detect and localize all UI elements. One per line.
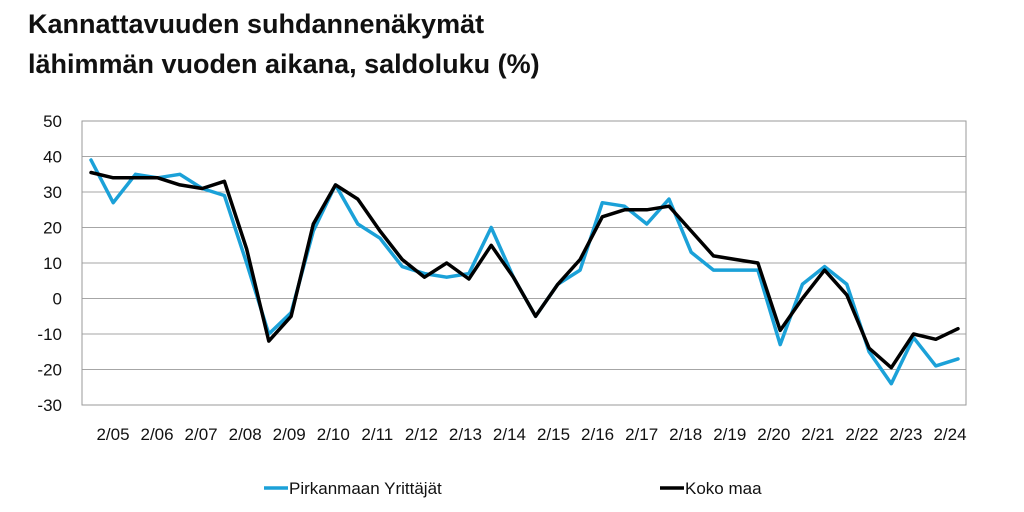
x-tick-label: 2/09: [273, 425, 306, 444]
x-tick-label: 2/18: [669, 425, 702, 444]
x-tick-label: 2/24: [933, 425, 966, 444]
y-tick-label: 40: [43, 148, 62, 167]
x-tick-label: 2/23: [889, 425, 922, 444]
x-tick-label: 2/05: [96, 425, 129, 444]
chart-title: Kannattavuuden suhdannenäkymät lähimmän …: [28, 4, 540, 84]
x-tick-label: 2/07: [185, 425, 218, 444]
x-tick-label: 2/14: [493, 425, 526, 444]
y-axis-tick-labels: 50 40 30 20 10 0 -10 -20 -30: [37, 112, 62, 415]
x-tick-label: 2/11: [361, 425, 393, 444]
y-tick-label: 10: [43, 254, 62, 273]
x-axis-tick-labels: 2/05 2/06 2/07 2/08 2/09 2/10 2/11 2/12 2/13 2/14…: [96, 425, 966, 444]
y-tick-label: 0: [53, 290, 62, 309]
x-tick-label: 2/21: [801, 425, 834, 444]
x-tick-label: 2/19: [713, 425, 746, 444]
plot-area-border: [81, 120, 967, 406]
chart-title-line-2: lähimmän vuoden aikana, saldoluku (%): [28, 49, 540, 79]
x-tick-label: 2/17: [625, 425, 658, 444]
x-tick-label: 2/22: [845, 425, 878, 444]
series-lines: [89, 158, 960, 386]
y-tick-label: -10: [37, 325, 62, 344]
x-tick-label: 2/10: [317, 425, 350, 444]
y-tick-label: 50: [43, 112, 62, 131]
x-tick-label: 2/20: [757, 425, 790, 444]
grid-lines: [82, 120, 966, 406]
legend: Pirkanmaan Yrittäjät Koko maa: [264, 479, 762, 498]
y-tick-label: 20: [43, 219, 62, 238]
x-tick-label: 2/16: [581, 425, 614, 444]
series-line-1: [89, 170, 960, 370]
x-tick-label: 2/15: [537, 425, 570, 444]
legend-label-0: Pirkanmaan Yrittäjät: [289, 479, 442, 498]
y-tick-label: -30: [37, 396, 62, 415]
y-tick-label: -20: [37, 361, 62, 380]
legend-label-1: Koko maa: [685, 479, 762, 498]
chart-title-line-1: Kannattavuuden suhdannenäkymät: [28, 9, 485, 39]
x-tick-label: 2/12: [405, 425, 438, 444]
x-tick-label: 2/06: [141, 425, 174, 444]
x-tick-label: 2/08: [229, 425, 262, 444]
x-tick-label: 2/13: [449, 425, 482, 444]
y-tick-label: 30: [43, 183, 62, 202]
